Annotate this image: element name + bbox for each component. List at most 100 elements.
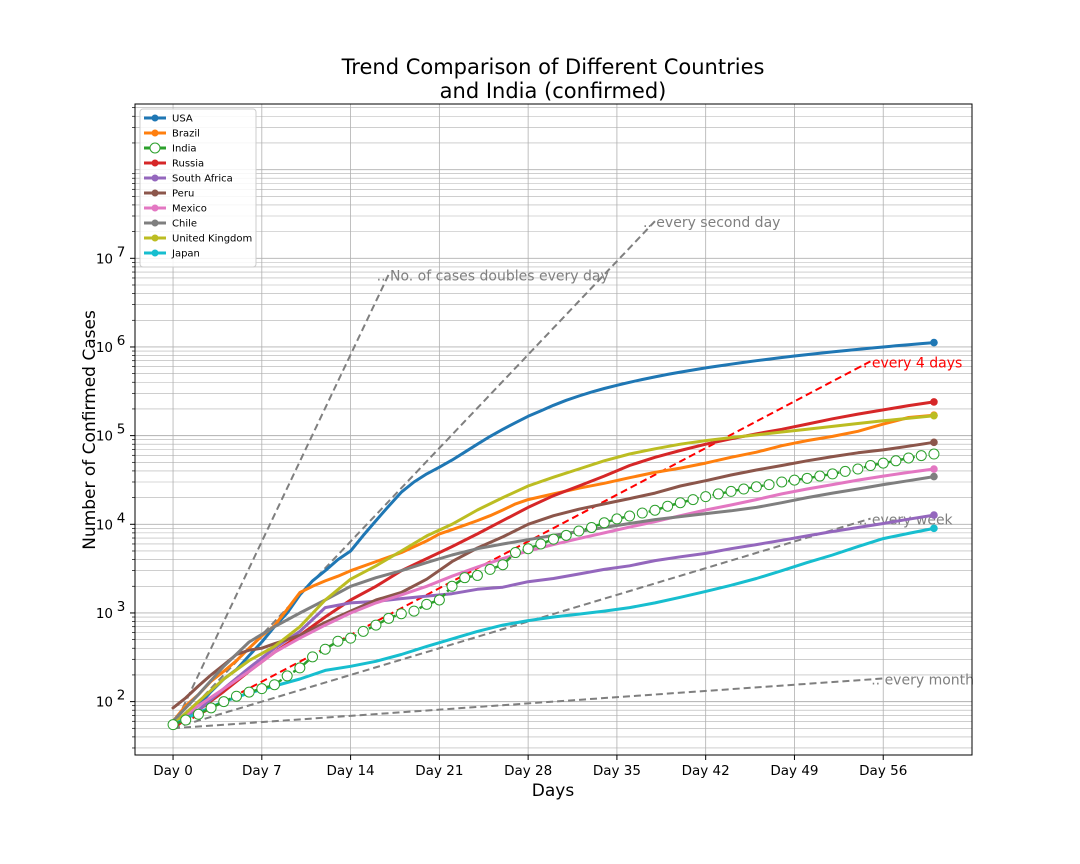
india-point bbox=[497, 559, 509, 571]
india-point bbox=[256, 683, 268, 695]
india-point bbox=[484, 563, 496, 575]
x-tick-label: Day 28 bbox=[504, 763, 552, 779]
y-axis-label: Number of Confirmed Cases bbox=[80, 310, 100, 550]
india-point bbox=[446, 580, 458, 592]
india-point bbox=[230, 690, 242, 702]
india-point bbox=[750, 481, 762, 493]
india-point bbox=[776, 476, 788, 488]
india-point bbox=[383, 612, 395, 624]
reference-line bbox=[172, 517, 871, 730]
y-tick-exponent: 7 bbox=[117, 244, 126, 260]
chart-title-line-2: and India (confirmed) bbox=[440, 79, 667, 103]
legend-swatch-marker bbox=[151, 234, 159, 242]
india-point bbox=[763, 479, 775, 491]
india-point bbox=[801, 472, 813, 484]
legend-label: Chile bbox=[172, 219, 197, 230]
india-point bbox=[915, 450, 927, 462]
india-point bbox=[611, 513, 623, 525]
series-end-point bbox=[930, 411, 938, 420]
india-point bbox=[218, 696, 230, 708]
legend-swatch-marker bbox=[151, 174, 159, 182]
india-point bbox=[459, 572, 471, 584]
india-point bbox=[636, 507, 648, 519]
legend: USA Brazil India Russia South Africa Peru Mexi… bbox=[139, 108, 257, 268]
series-end-point bbox=[930, 338, 938, 347]
reference-line bbox=[172, 274, 390, 729]
y-tick-label: 10 bbox=[96, 429, 113, 445]
india-point bbox=[903, 452, 915, 464]
legend-label: South Africa bbox=[172, 174, 233, 185]
series-lines bbox=[167, 338, 940, 731]
x-axis-label: Days bbox=[532, 781, 575, 801]
india-point bbox=[662, 500, 674, 512]
y-tick-label: 10 bbox=[96, 251, 113, 267]
india-point bbox=[307, 651, 319, 663]
y-tick-label: 10 bbox=[96, 606, 113, 622]
india-point bbox=[345, 632, 357, 644]
legend-label: Russia bbox=[172, 159, 204, 170]
india-point bbox=[319, 643, 331, 655]
india-point bbox=[649, 504, 661, 516]
chart-title-line-1: Trend Comparison of Different Countries bbox=[341, 55, 765, 79]
legend-swatch-marker bbox=[151, 129, 159, 137]
x-tick-label: Day 56 bbox=[859, 763, 907, 779]
india-point bbox=[192, 708, 204, 720]
legend-label: United Kingdom bbox=[172, 234, 252, 245]
india-point bbox=[421, 598, 433, 610]
india-point bbox=[865, 460, 877, 472]
legend-box bbox=[139, 108, 257, 268]
series-end-point bbox=[930, 398, 938, 406]
reference-line-label: .. No. of cases doubles every day bbox=[377, 269, 609, 285]
reference-line-label: .. every month bbox=[871, 672, 974, 688]
legend-label: Japan bbox=[171, 249, 200, 260]
india-point bbox=[814, 470, 826, 482]
india-point bbox=[890, 455, 902, 467]
india-point bbox=[357, 625, 369, 637]
india-point bbox=[294, 662, 306, 674]
series-end-point bbox=[930, 438, 938, 447]
india-point bbox=[332, 635, 344, 647]
x-tick-label: Day 0 bbox=[153, 763, 193, 779]
y-tick-exponent: 3 bbox=[117, 599, 126, 615]
x-tick-label: Day 49 bbox=[770, 763, 818, 779]
india-point bbox=[827, 468, 838, 480]
india-point bbox=[370, 619, 382, 631]
india-point bbox=[788, 474, 800, 486]
x-tick-label: Day 7 bbox=[242, 763, 282, 779]
legend-label: India bbox=[172, 144, 197, 155]
india-point bbox=[395, 608, 407, 620]
india-point bbox=[243, 686, 255, 698]
y-tick-exponent: 5 bbox=[117, 422, 126, 438]
india-point bbox=[433, 594, 445, 606]
india-point bbox=[738, 483, 750, 495]
y-tick-label: 10 bbox=[96, 517, 113, 533]
x-tick-label: Day 35 bbox=[593, 763, 641, 779]
india-point bbox=[269, 679, 280, 691]
india-point bbox=[852, 463, 864, 475]
legend-swatch-marker bbox=[151, 189, 159, 197]
series-line bbox=[171, 414, 936, 727]
india-point bbox=[839, 465, 851, 477]
india-point bbox=[928, 448, 940, 460]
plot-frame bbox=[134, 103, 973, 756]
india-point bbox=[560, 529, 572, 541]
x-tick-label: Day 42 bbox=[682, 763, 730, 779]
reference-line-label: .. every second day bbox=[643, 215, 780, 231]
india-point bbox=[624, 510, 636, 522]
india-point bbox=[674, 497, 686, 509]
x-tick-label: Day 14 bbox=[327, 763, 375, 779]
reference-line bbox=[172, 677, 884, 730]
series-line bbox=[171, 526, 936, 727]
y-tick-exponent: 2 bbox=[117, 688, 126, 704]
legend-swatch-marker bbox=[151, 249, 159, 257]
series-line bbox=[171, 413, 936, 723]
india-point bbox=[281, 670, 293, 682]
series-end-point bbox=[930, 465, 938, 473]
legend-label: USA bbox=[172, 114, 193, 125]
india-point bbox=[687, 494, 699, 506]
india-point bbox=[700, 491, 712, 503]
india-point bbox=[167, 719, 179, 731]
india-point bbox=[180, 714, 192, 726]
y-tick-label: 10 bbox=[96, 340, 113, 356]
